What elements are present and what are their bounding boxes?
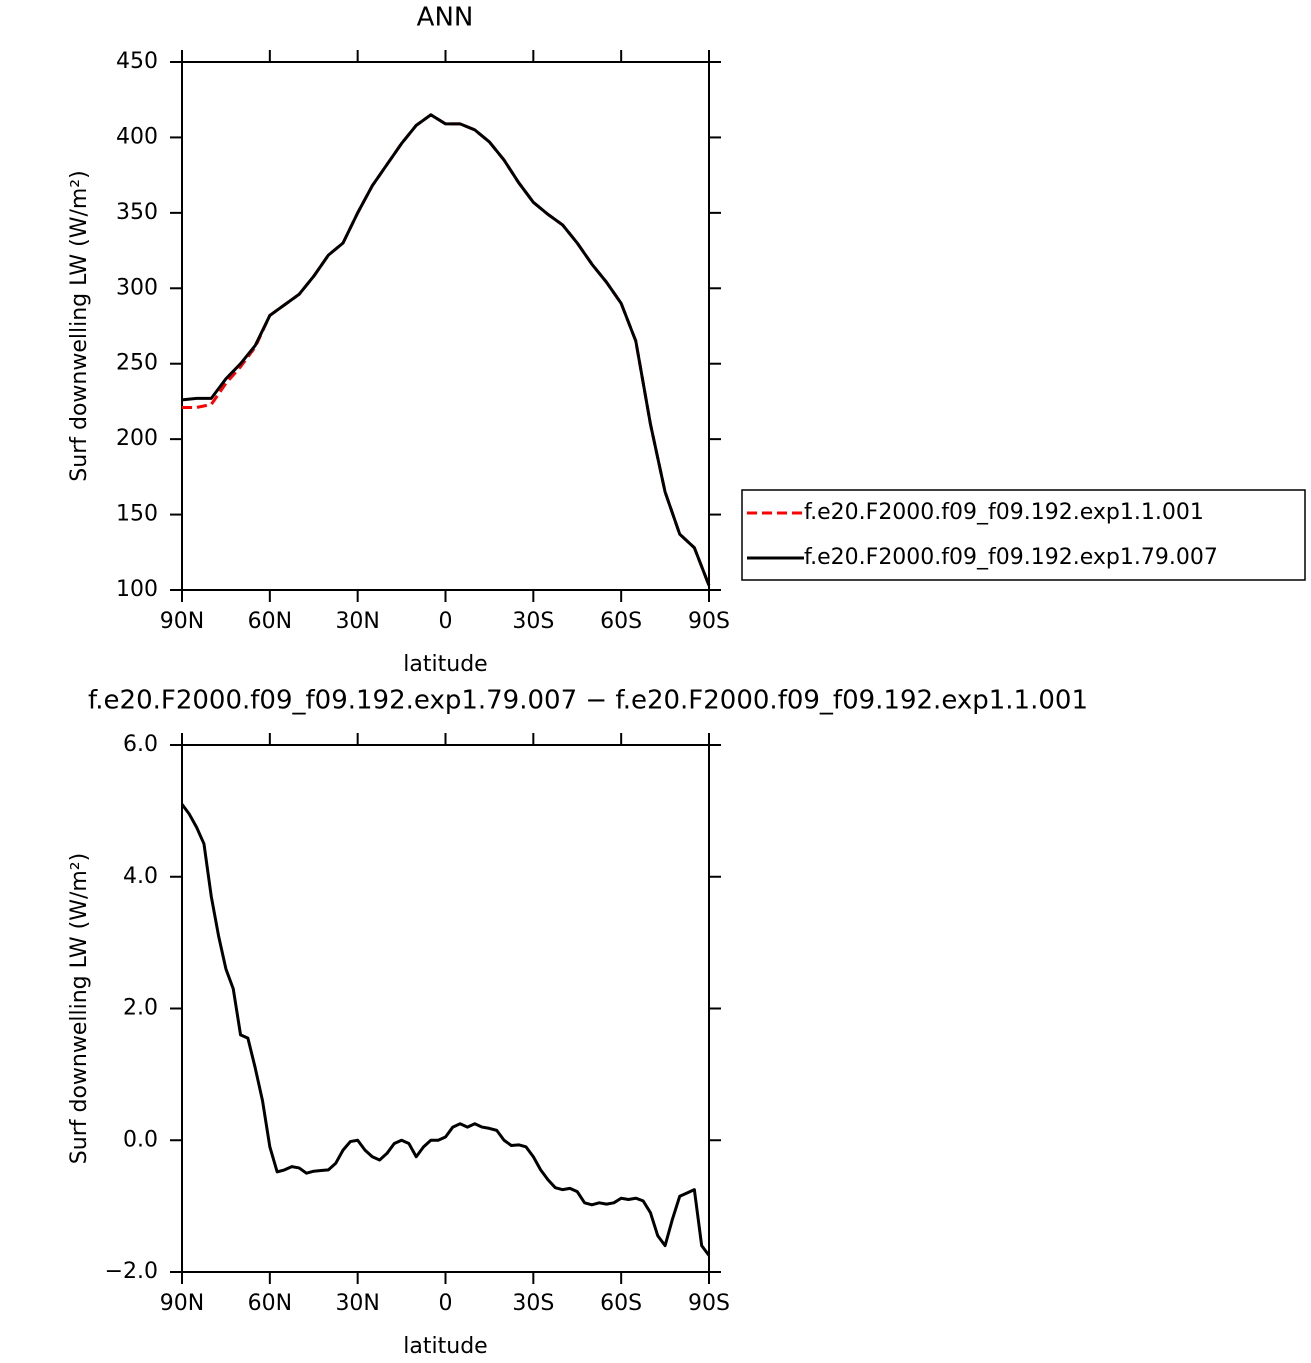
data-line (181, 113, 711, 587)
x-axis-title: latitude (403, 652, 487, 677)
legend-box (741, 489, 1306, 581)
legend-label: f.e20.F2000.f09_f09.192.exp1.79.007 (804, 545, 1218, 570)
y-tick-label: 150 (116, 502, 158, 527)
y-tick-label: 350 (116, 200, 158, 225)
y-tick-label: 0.0 (123, 1127, 158, 1152)
x-tick-label: 60N (248, 609, 292, 634)
x-tick-label: 90S (688, 1291, 730, 1316)
x-tick-label: 30S (512, 609, 554, 634)
y-tick-label: 300 (116, 275, 158, 300)
legend-label: f.e20.F2000.f09_f09.192.exp1.1.001 (804, 500, 1204, 525)
y-tick-label: 200 (116, 426, 158, 451)
y-tick-label: 400 (116, 124, 158, 149)
y-tick-label: 250 (116, 351, 158, 376)
x-axis-title: latitude (403, 1334, 487, 1359)
x-tick-label: 30S (512, 1291, 554, 1316)
x-tick-label: 60S (600, 609, 642, 634)
plot-frame (181, 61, 710, 591)
x-tick-label: 90N (160, 1291, 204, 1316)
x-tick-label: 90N (160, 609, 204, 634)
chart-title: f.e20.F2000.f09_f09.192.exp1.79.007 − f.… (88, 686, 1088, 716)
y-tick-label: 2.0 (123, 996, 158, 1021)
x-tick-label: 60S (600, 1291, 642, 1316)
x-tick-label: 90S (688, 609, 730, 634)
y-tick-label: −2.0 (105, 1259, 158, 1284)
data-line (180, 803, 711, 1257)
y-axis-title: Surf downwelling LW (W/m²) (67, 853, 92, 1164)
data-line (182, 113, 711, 587)
y-tick-label: 450 (116, 49, 158, 74)
x-tick-label: 60N (248, 1291, 292, 1316)
y-tick-label: 100 (116, 577, 158, 602)
y-tick-label: 6.0 (123, 732, 158, 757)
y-tick-label: 4.0 (123, 864, 158, 889)
y-axis-title: Surf downwelling LW (W/m²) (67, 170, 92, 481)
x-tick-label: 30N (335, 1291, 379, 1316)
x-tick-label: 0 (439, 1291, 453, 1316)
chart-title: ANN (417, 3, 474, 33)
x-tick-label: 30N (335, 609, 379, 634)
x-tick-label: 0 (439, 609, 453, 634)
plot-frame (181, 744, 710, 1273)
